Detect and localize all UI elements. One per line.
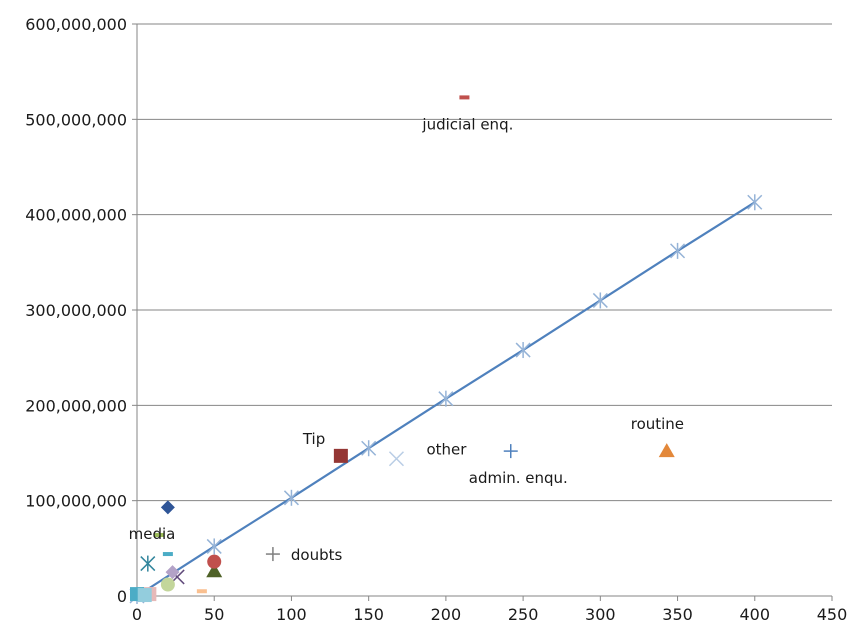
x-tick-labels: 0 50 100 150 200 250 300 350 400 450	[132, 605, 847, 624]
x-tick-label: 400	[740, 605, 771, 624]
y-tick-label: 100,000,000	[25, 492, 127, 511]
x-tick-label: 0	[132, 605, 142, 624]
data-point	[162, 552, 173, 557]
data-point	[206, 563, 223, 578]
data-points	[130, 95, 675, 603]
trend-point	[515, 342, 531, 359]
y-tick-label: 200,000,000	[25, 396, 127, 415]
data-point	[459, 95, 470, 100]
data-point	[658, 443, 675, 458]
data-point	[153, 532, 164, 537]
gridlines	[137, 23, 832, 502]
y-tick-label: 600,000,000	[25, 15, 127, 34]
data-point	[165, 565, 180, 580]
x-tick-label: 450	[817, 605, 848, 624]
trend-series	[129, 194, 763, 604]
data-point	[137, 588, 152, 603]
data-point	[388, 451, 404, 467]
data-point	[333, 448, 348, 463]
data-point	[207, 554, 222, 569]
point-labels: Tip admin. enqu. judicial enq. media other ro…	[129, 115, 684, 564]
data-point	[196, 589, 207, 594]
x-tick-label: 350	[662, 605, 693, 624]
y-tick-labels: 0 100,000,000 200,000,000 300,000,000 400,00…	[25, 15, 127, 606]
trend-point	[670, 242, 686, 259]
trend-point	[592, 292, 608, 309]
data-point	[160, 577, 175, 592]
x-tick-label: 50	[204, 605, 224, 624]
point-label: admin. enqu.	[469, 469, 568, 487]
data-point	[140, 555, 156, 572]
trend-point	[206, 538, 222, 555]
point-label: doubts	[291, 546, 343, 564]
axes	[132, 23, 833, 601]
point-label: judicial enq.	[421, 115, 513, 133]
x-tick-label: 200	[431, 605, 462, 624]
y-tick-label: 0	[117, 587, 127, 606]
trend-point	[361, 440, 377, 457]
y-tick-label: 400,000,000	[25, 206, 127, 225]
x-tick-label: 300	[585, 605, 616, 624]
trend-point	[438, 390, 454, 407]
trend-point	[747, 194, 763, 211]
data-point	[503, 444, 518, 459]
x-tick-label: 150	[353, 605, 384, 624]
x-tick-label: 250	[508, 605, 539, 624]
data-point	[160, 500, 175, 515]
point-label: routine	[631, 415, 684, 433]
point-label: media	[129, 525, 176, 543]
trend-point	[283, 489, 299, 506]
x-tick-label: 100	[276, 605, 307, 624]
y-tick-label: 500,000,000	[25, 110, 127, 129]
point-label: Tip	[302, 430, 325, 448]
data-point	[265, 547, 280, 562]
y-tick-label: 300,000,000	[25, 301, 127, 320]
point-label: other	[426, 441, 467, 459]
